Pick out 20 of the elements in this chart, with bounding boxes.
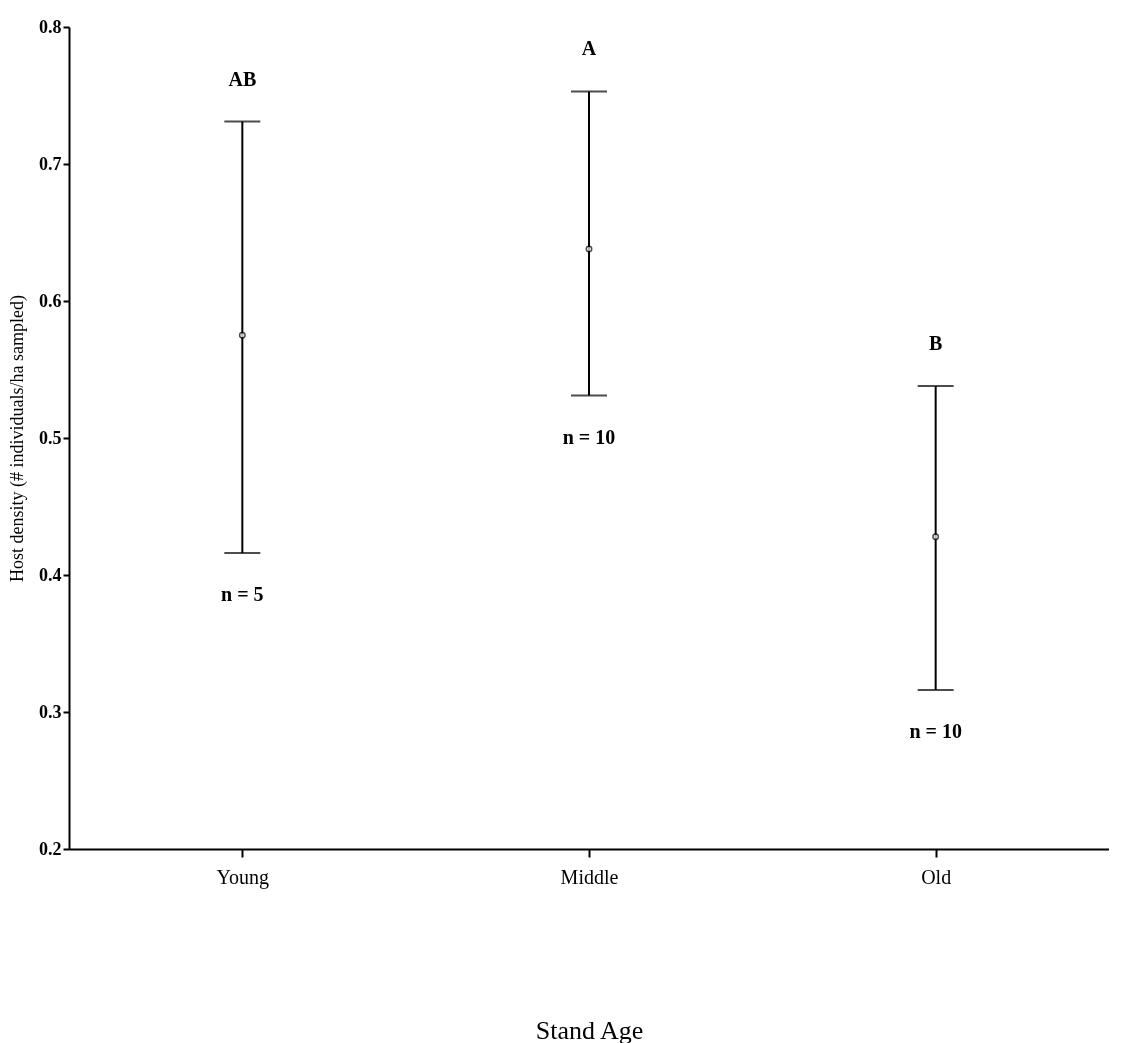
annotation: n = 5 [221, 583, 264, 606]
x-tick-label: Middle [560, 865, 619, 888]
annotation: n = 10 [562, 425, 616, 448]
y-tick-label: 0.6 [39, 290, 62, 311]
y-tick-label: 0.2 [39, 838, 62, 859]
y-tick-label: 0.5 [39, 427, 62, 448]
y-axis-title: Host density (# individuals/ha sampled) [7, 295, 28, 582]
point [238, 331, 246, 339]
point [932, 533, 940, 541]
x-tick-label: Young [216, 865, 270, 889]
annotation: B [928, 331, 943, 354]
annotation: n = 10 [909, 720, 962, 743]
annotation: A [581, 37, 597, 60]
y-tick-label: 0.8 [39, 16, 62, 37]
y-tick-label: 0.3 [39, 701, 62, 722]
point [585, 245, 593, 253]
y-tick-label: 0.4 [39, 564, 62, 585]
annotation: AB [228, 67, 257, 90]
x-tick-label: Old [921, 865, 952, 888]
y-tick-label: 0.7 [39, 153, 62, 174]
